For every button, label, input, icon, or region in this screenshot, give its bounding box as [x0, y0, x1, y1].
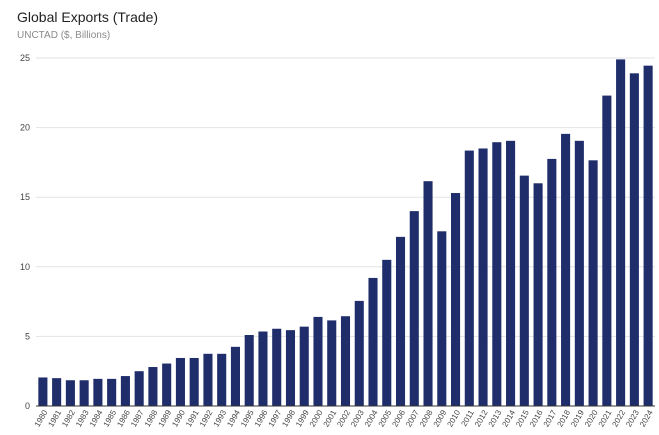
- bar: [574, 140, 584, 406]
- chart-title: Global Exports (Trade): [17, 9, 159, 25]
- y-tick-label: 25: [20, 53, 30, 63]
- y-tick-label: 0: [25, 401, 30, 411]
- bar: [354, 300, 364, 406]
- y-tick-label: 5: [25, 331, 30, 341]
- bar: [451, 193, 461, 406]
- bar: [409, 211, 419, 406]
- bar: [464, 150, 474, 406]
- bar: [478, 148, 488, 407]
- bar: [313, 316, 323, 406]
- bar: [437, 231, 447, 406]
- bar: [162, 363, 172, 406]
- bars: [38, 59, 653, 407]
- bar: [148, 367, 158, 406]
- bar: [134, 371, 144, 406]
- bar: [79, 380, 89, 406]
- bar: [107, 378, 117, 406]
- x-tick-label: 2010: [445, 408, 462, 428]
- y-tick-label: 20: [20, 123, 30, 133]
- bar: [519, 175, 529, 406]
- bar: [258, 331, 268, 406]
- bar: [203, 353, 213, 406]
- y-tick-label: 10: [20, 262, 30, 272]
- bar: [382, 259, 392, 406]
- bar: [616, 59, 626, 406]
- bar: [285, 330, 296, 406]
- bar: [506, 140, 516, 406]
- bar: [629, 73, 639, 406]
- x-tick-label: 2024: [638, 408, 655, 428]
- bar: [395, 236, 406, 406]
- bar: [533, 183, 543, 406]
- bar: [52, 378, 62, 406]
- bar: [217, 353, 227, 406]
- y-axis-ticks: 0 5 10 15 20 25: [20, 53, 30, 411]
- bar: [547, 158, 557, 406]
- bar: [602, 95, 612, 407]
- bar: [230, 346, 240, 406]
- bar: [299, 326, 309, 406]
- bar: [93, 378, 103, 406]
- bar: [244, 335, 254, 406]
- bar: [492, 142, 502, 406]
- bar: [368, 277, 378, 406]
- bar: [588, 160, 598, 406]
- y-tick-label: 15: [20, 192, 30, 202]
- bar: [65, 380, 75, 406]
- bar: [175, 357, 185, 406]
- bar: [189, 357, 199, 406]
- bar: [423, 181, 433, 406]
- bar: [340, 316, 351, 406]
- bar: [327, 320, 337, 406]
- bar: [643, 65, 653, 406]
- chart-subtitle: UNCTAD ($, Billions): [17, 30, 111, 41]
- bar: [38, 377, 48, 406]
- x-axis-ticks: 1980198119821983198419851986198719881989…: [33, 408, 655, 428]
- bar: [561, 133, 571, 406]
- bar: [120, 376, 130, 406]
- bar: [272, 328, 282, 406]
